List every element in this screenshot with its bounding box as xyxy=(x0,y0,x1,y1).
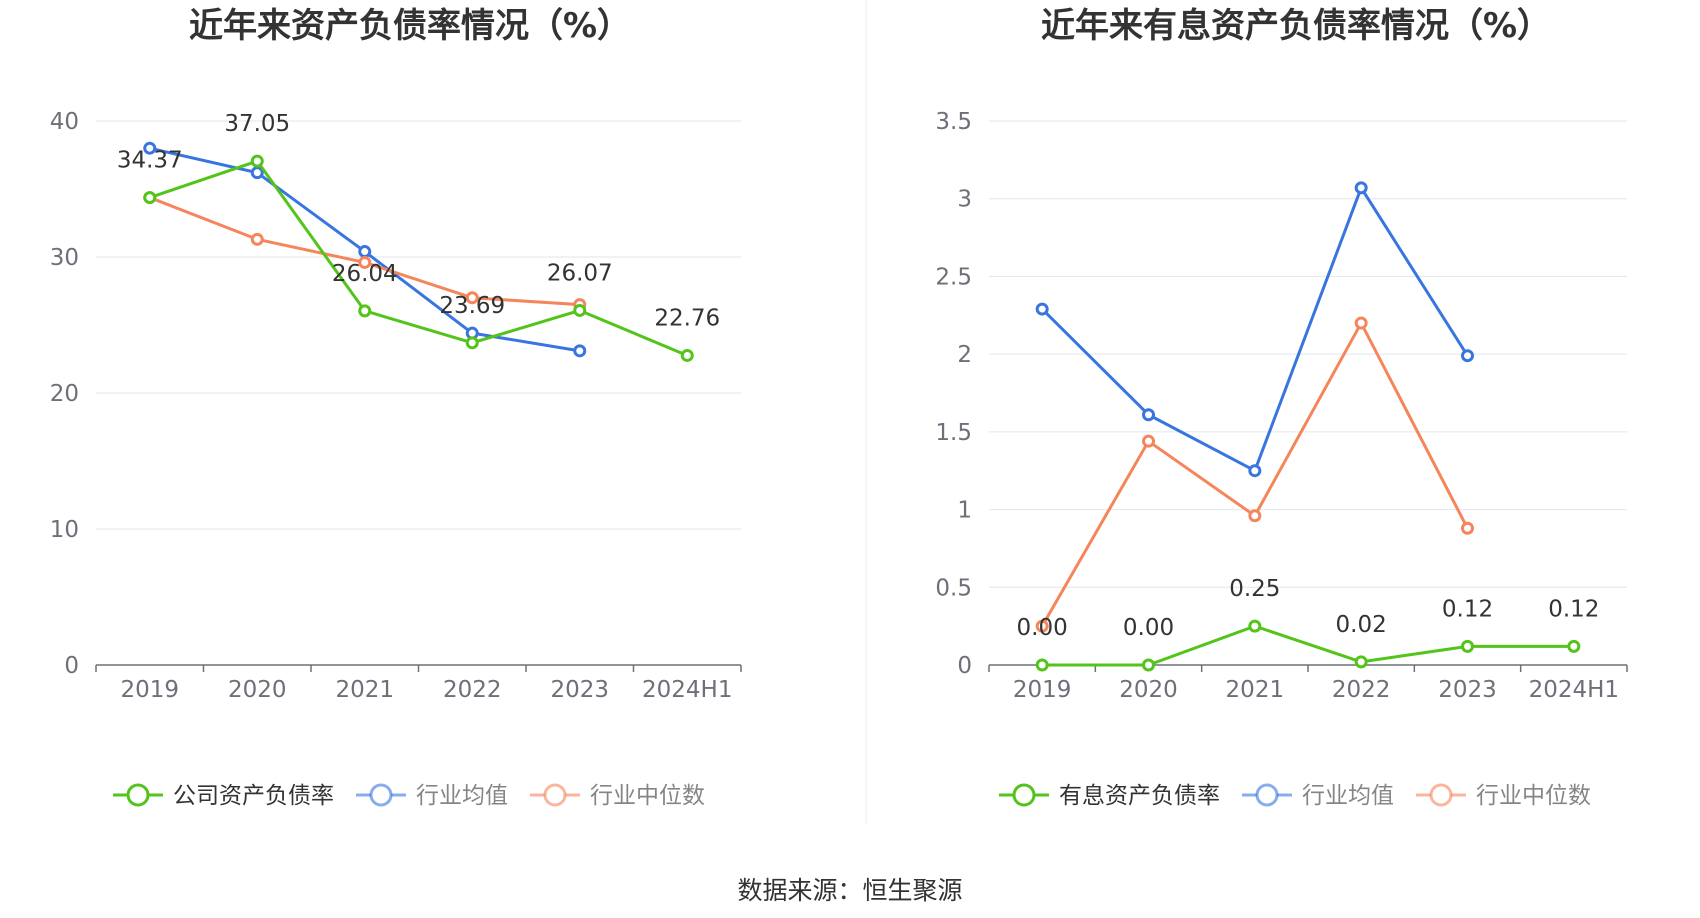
data-point xyxy=(250,154,264,168)
legend-label: 行业中位数 xyxy=(590,783,705,809)
data-point xyxy=(1035,619,1049,633)
y-tick-label: 0.5 xyxy=(935,575,972,601)
x-tick-label: 2020 xyxy=(228,677,287,703)
y-tick-label: 3 xyxy=(957,187,972,213)
data-point xyxy=(250,232,264,246)
series-line-1 xyxy=(149,159,688,357)
y-tick-label: 40 xyxy=(50,109,79,135)
series-line-1 xyxy=(1042,624,1574,667)
data-point xyxy=(1035,302,1049,316)
y-tick-label: 1 xyxy=(957,498,972,524)
data-point xyxy=(465,336,479,350)
y-tick-label: 2 xyxy=(957,342,972,368)
legend-marker xyxy=(1429,783,1453,807)
x-tick-label: 2021 xyxy=(1226,677,1285,703)
y-tick-label: 30 xyxy=(50,245,79,271)
data-point xyxy=(1142,434,1155,448)
y-tick-label: 3.5 xyxy=(935,109,972,135)
legend-label: 有息资产负债率 xyxy=(1059,783,1220,809)
x-tick-label: 2022 xyxy=(1332,677,1391,703)
data-label: 0.12 xyxy=(1442,596,1493,622)
data-point xyxy=(1248,464,1262,478)
data-label: 26.07 xyxy=(547,260,613,286)
data-point xyxy=(1461,349,1474,363)
data-label: 0.12 xyxy=(1548,596,1599,622)
data-label: 0.25 xyxy=(1229,576,1280,602)
data-point xyxy=(1567,639,1581,653)
data-point xyxy=(1248,509,1262,523)
data-source: 数据来源：恒生聚源 xyxy=(737,876,962,905)
chart-panel-1: 近年来资产负债率情况（%） 0 10 20 30 40 2019 2020 2021 2022 20… xyxy=(50,6,742,809)
data-label: 0.02 xyxy=(1336,612,1387,638)
chart-panel-2: 近年来有息资产负债率情况（%） 0 0.5 1 1.5 2 2.5 3 3.5 2019 2020 2… xyxy=(935,6,1628,809)
x-tick-label: 2024H1 xyxy=(1529,677,1619,703)
data-label: 23.69 xyxy=(439,293,505,319)
data-point xyxy=(358,245,372,259)
x-tick-label: 2023 xyxy=(550,677,609,703)
data-point xyxy=(573,303,587,317)
data-point xyxy=(573,344,587,358)
x-tick-label: 2022 xyxy=(443,677,502,703)
data-point xyxy=(143,141,157,155)
data-point xyxy=(143,191,157,205)
y-tick-label: 0 xyxy=(64,653,79,679)
data-point xyxy=(1354,316,1368,330)
chart-title: 近年来有息资产负债率情况（%） xyxy=(1041,6,1551,46)
series-line-2 xyxy=(1041,186,1469,473)
data-point xyxy=(358,304,372,318)
data-point xyxy=(680,348,694,362)
legend-marker xyxy=(1255,783,1279,807)
data-point xyxy=(1142,408,1155,422)
data-label: 26.04 xyxy=(332,261,398,287)
y-tick-label: 2.5 xyxy=(935,264,972,290)
x-tick-label: 2024H1 xyxy=(642,677,732,703)
x-tick-label: 2019 xyxy=(1013,677,1072,703)
data-point xyxy=(1035,658,1049,672)
data-label: 37.05 xyxy=(224,111,290,137)
legend-marker xyxy=(369,783,393,807)
data-point xyxy=(1354,655,1368,669)
data-point xyxy=(358,255,372,269)
legend-marker xyxy=(126,783,150,807)
x-tick-label: 2021 xyxy=(335,677,394,703)
legend-label: 行业均值 xyxy=(416,783,508,809)
data-point xyxy=(1354,181,1368,195)
data-label: 0.00 xyxy=(1123,615,1174,641)
data-label: 22.76 xyxy=(654,305,720,331)
x-tick-label: 2019 xyxy=(120,677,179,703)
legend-label: 公司资产负债率 xyxy=(173,783,334,809)
legend-marker xyxy=(1012,783,1036,807)
y-tick-label: 1.5 xyxy=(935,420,972,446)
data-label: 34.37 xyxy=(117,148,183,174)
data-point xyxy=(1142,658,1155,672)
y-tick-label: 20 xyxy=(50,381,79,407)
data-point xyxy=(1461,639,1474,653)
y-tick-label: 0 xyxy=(957,653,972,679)
y-tick-label: 10 xyxy=(50,517,79,543)
legend-label: 行业均值 xyxy=(1302,783,1394,809)
x-tick-label: 2023 xyxy=(1438,677,1497,703)
data-point xyxy=(465,291,479,305)
data-label: 0.00 xyxy=(1017,615,1068,641)
data-point xyxy=(250,166,264,180)
x-tick-label: 2020 xyxy=(1119,677,1178,703)
data-point xyxy=(1248,619,1262,633)
chart-title: 近年来资产负债率情况（%） xyxy=(189,6,631,46)
legend-label: 行业中位数 xyxy=(1476,783,1591,809)
data-point xyxy=(1461,521,1474,535)
legend-marker xyxy=(543,783,567,807)
